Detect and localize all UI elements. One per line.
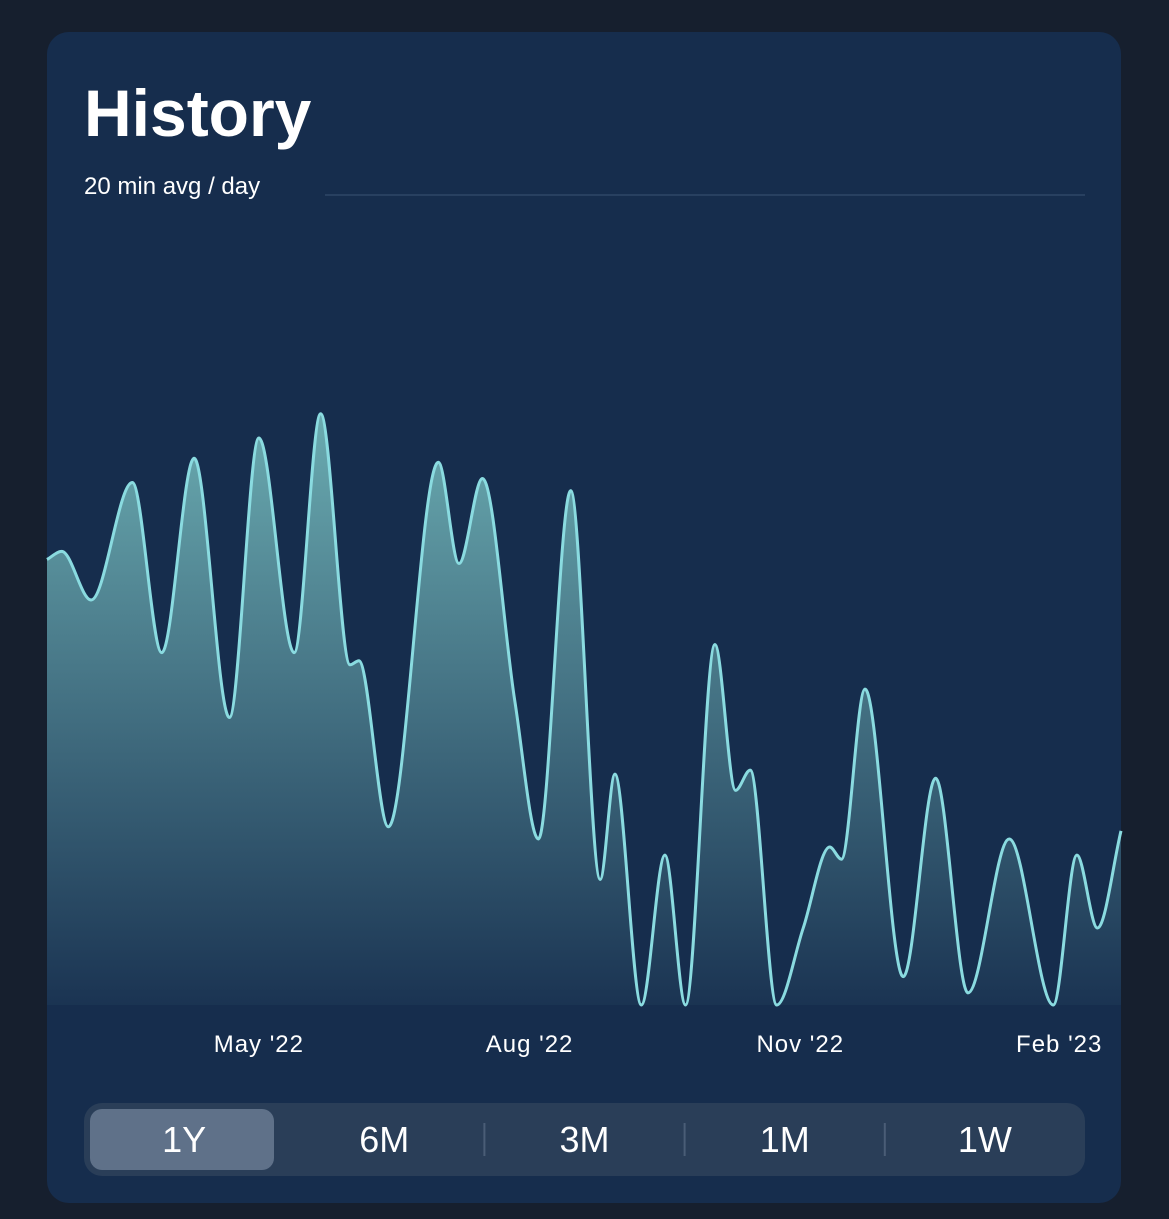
range-option[interactable]: 1M bbox=[760, 1119, 810, 1160]
line bbox=[46, 412, 1123, 1007]
card-title: History bbox=[84, 76, 312, 150]
plot: May '22 Aug '22 Nov '22 Feb '23 bbox=[46, 412, 1123, 1058]
x-tick-label: May '22 bbox=[214, 1031, 304, 1058]
range-option[interactable]: 1Y bbox=[162, 1119, 206, 1160]
area bbox=[47, 413, 1121, 1005]
subtitle: 20 min avg / day bbox=[84, 173, 260, 200]
range-selector bbox=[84, 1103, 1085, 1176]
x-tick-label: Feb '23 bbox=[1016, 1031, 1102, 1058]
selected-pill bbox=[90, 1109, 274, 1170]
range-option[interactable]: 1W bbox=[958, 1119, 1012, 1160]
range-option[interactable]: 6M bbox=[359, 1119, 409, 1160]
x-tick-label: Aug '22 bbox=[486, 1031, 574, 1058]
selector-options: 1Y 6M 3M 1M 1W bbox=[90, 1109, 1012, 1170]
range-option[interactable]: 3M bbox=[559, 1119, 609, 1160]
x-tick-label: Nov '22 bbox=[756, 1031, 844, 1058]
